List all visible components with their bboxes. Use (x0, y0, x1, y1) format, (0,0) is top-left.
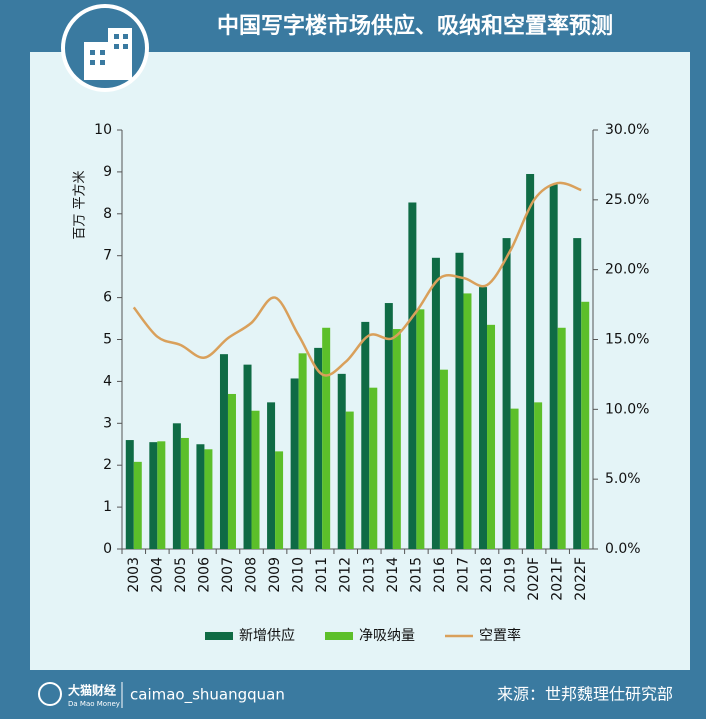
bar (267, 402, 276, 549)
y2-tick-label: 10.0% (605, 401, 649, 417)
bar (549, 184, 558, 549)
x-tick-label: 2017 (455, 557, 471, 593)
bar (243, 364, 252, 549)
x-tick-label: 2004 (149, 557, 165, 593)
bar (290, 378, 299, 549)
y-tick-label: 6 (103, 290, 112, 306)
bar (157, 441, 166, 549)
handle: caimao_shuangquan (130, 686, 285, 705)
legend-label: 新增供应 (239, 627, 295, 644)
y-tick-label: 3 (103, 415, 112, 431)
bar (534, 402, 543, 549)
source: 来源：世邦魏理仕研究部 (497, 685, 673, 704)
x-tick-label: 2005 (173, 557, 189, 593)
building-windows (90, 34, 128, 65)
x-tick-label: 2021F (550, 557, 566, 601)
x-tick-label: 2015 (408, 557, 424, 593)
bar (180, 437, 189, 549)
x-tick-label: 2009 (267, 557, 283, 593)
bar (431, 257, 440, 549)
y-tick-label: 0 (103, 541, 112, 557)
y-axis-label: 百万 平方米 (72, 170, 88, 239)
bar (408, 202, 417, 549)
y-tick-label: 4 (103, 373, 112, 389)
bar (227, 393, 236, 549)
y2-tick-label: 30.0% (605, 122, 649, 138)
y-tick-label: 9 (103, 164, 112, 180)
bar (510, 408, 519, 549)
y-tick-label: 7 (103, 248, 112, 264)
bar (416, 309, 425, 549)
bar (219, 354, 228, 549)
y2-tick-label: 15.0% (605, 332, 649, 348)
y2-tick-label: 20.0% (605, 262, 649, 278)
x-tick-label: 2006 (196, 557, 212, 593)
legend-swatch (325, 632, 353, 640)
y-tick-label: 5 (103, 332, 112, 348)
x-tick-label: 2013 (361, 557, 377, 593)
bar (133, 461, 142, 549)
bar (196, 444, 205, 549)
bar (337, 373, 346, 549)
y-tick-label: 1 (103, 499, 112, 515)
bar (557, 327, 566, 549)
bar (298, 353, 307, 549)
bar (314, 347, 323, 549)
y2-tick-label: 0.0% (605, 541, 641, 557)
brand: 大猫财经 (68, 683, 116, 698)
legend-swatch (205, 632, 233, 640)
bar (172, 423, 181, 549)
x-tick-label: 2016 (432, 557, 448, 593)
x-tick-label: 2012 (338, 557, 354, 593)
bar (361, 321, 370, 549)
bar (392, 329, 401, 549)
bar (149, 442, 158, 549)
bar (455, 252, 464, 549)
bar (345, 411, 354, 549)
brand-en: Da Mao Money (68, 700, 120, 708)
bar (463, 293, 472, 549)
bar (573, 238, 582, 550)
bar (125, 440, 134, 549)
y2-tick-label: 5.0% (605, 471, 641, 487)
y-tick-label: 8 (103, 206, 112, 222)
legend-label: 空置率 (479, 627, 521, 644)
x-tick-label: 2020F (526, 557, 542, 601)
bar (487, 324, 496, 549)
x-tick-label: 2022F (573, 557, 589, 601)
line (132, 181, 582, 377)
chart-title: 中国写字楼市场供应、吸纳和空置率预测 (217, 13, 613, 39)
x-tick-label: 2010 (291, 557, 307, 593)
brand-logo (38, 682, 62, 706)
x-tick-label: 2011 (314, 557, 330, 593)
bar (502, 238, 511, 550)
x-tick-label: 2018 (479, 557, 495, 593)
x-tick-label: 2019 (503, 557, 519, 593)
x-tick-label: 2003 (126, 557, 142, 593)
legend-label: 净吸纳量 (359, 628, 415, 644)
y2-tick-label: 25.0% (605, 192, 649, 208)
bar (275, 451, 284, 549)
bar (384, 303, 393, 549)
bar (251, 410, 260, 549)
bar (204, 449, 213, 549)
y-tick-label: 2 (103, 457, 112, 473)
bar (322, 327, 331, 549)
bar (581, 301, 590, 549)
bar (439, 369, 448, 549)
bar (526, 173, 535, 549)
x-tick-label: 2014 (385, 557, 401, 593)
bar (479, 287, 488, 549)
x-tick-label: 2008 (244, 557, 260, 593)
bar (369, 387, 378, 549)
building-icon (84, 28, 132, 80)
y-tick-label: 10 (94, 122, 112, 138)
x-tick-label: 2007 (220, 557, 236, 593)
